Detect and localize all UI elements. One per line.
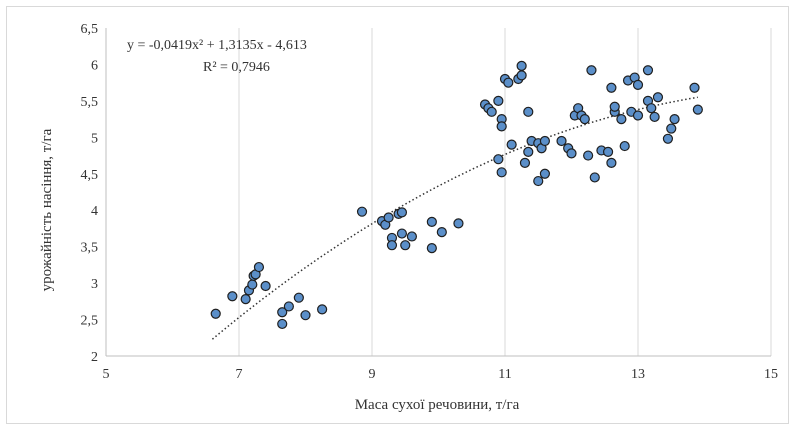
data-point xyxy=(503,77,514,88)
data-point xyxy=(227,291,238,302)
data-point xyxy=(356,206,368,217)
x-tick-label: 7 xyxy=(236,367,243,382)
data-point xyxy=(689,82,700,93)
data-point xyxy=(283,301,294,312)
data-point xyxy=(496,167,507,178)
x-tick-label: 9 xyxy=(369,367,376,382)
x-axis-label: Маса сухої речовини, т/га xyxy=(355,397,520,413)
data-point xyxy=(602,146,614,158)
data-point xyxy=(609,101,620,112)
y-tick-label: 3 xyxy=(91,277,98,292)
data-point xyxy=(293,292,304,303)
data-point xyxy=(586,65,597,76)
data-point xyxy=(277,318,288,330)
data-point xyxy=(516,60,527,72)
data-point xyxy=(539,135,551,147)
data-point xyxy=(493,154,504,165)
trendline-equation: y = -0,0419x² + 1,3135x - 4,613 xyxy=(127,38,307,53)
x-tick-label: 15 xyxy=(764,367,778,382)
y-tick-label: 5,5 xyxy=(81,95,99,110)
x-tick-label: 13 xyxy=(631,367,645,382)
data-point xyxy=(649,111,660,123)
data-point xyxy=(436,226,447,238)
data-point xyxy=(583,150,594,161)
data-point xyxy=(632,110,644,121)
tick-labels: 5 7 9 11 13 15 2 2,5 3 3,5 4 4,5 5 5,5 6 6,5 xyxy=(81,22,779,382)
data-point xyxy=(556,135,567,147)
y-tick-label: 2,5 xyxy=(81,314,99,329)
data-point xyxy=(426,243,437,254)
data-point xyxy=(539,168,551,179)
y-tick-label: 6 xyxy=(91,58,98,73)
data-point xyxy=(253,261,265,273)
axes xyxy=(105,28,771,357)
data-point xyxy=(400,240,411,251)
y-tick-label: 4,5 xyxy=(81,168,99,183)
data-point xyxy=(486,106,497,117)
data-point xyxy=(692,104,703,115)
data-point xyxy=(662,133,674,144)
data-points xyxy=(210,60,703,330)
data-point xyxy=(453,218,464,229)
data-point xyxy=(606,157,617,168)
data-point xyxy=(506,139,517,150)
data-point xyxy=(396,207,408,218)
scatter-chart: 5 7 9 11 13 15 2 2,5 3 3,5 4 4,5 5 5,5 6 6,5 y = -0,041… xyxy=(39,22,779,413)
data-point xyxy=(383,212,394,223)
data-point xyxy=(616,114,627,125)
data-point xyxy=(317,304,328,315)
data-point xyxy=(519,157,531,168)
data-point xyxy=(247,279,258,290)
y-axis-label: урожайність насіння, т/га xyxy=(39,128,55,291)
data-point xyxy=(406,231,417,242)
x-tick-label: 11 xyxy=(498,367,511,382)
data-point xyxy=(669,114,680,125)
data-point xyxy=(606,82,617,93)
data-point xyxy=(589,172,600,183)
data-point xyxy=(579,114,590,125)
data-point xyxy=(496,121,507,132)
data-point xyxy=(632,79,644,90)
data-point xyxy=(300,310,311,321)
data-point xyxy=(516,70,527,81)
data-point xyxy=(493,95,504,106)
data-point xyxy=(210,308,221,319)
data-point xyxy=(240,294,251,305)
data-point xyxy=(533,175,544,187)
trendline-r-squared: R² = 0,7946 xyxy=(203,60,270,75)
data-point xyxy=(642,65,654,76)
data-point xyxy=(277,307,288,318)
data-point xyxy=(652,92,664,103)
data-point xyxy=(523,146,534,158)
data-point xyxy=(666,123,677,134)
y-tick-label: 2 xyxy=(91,350,98,365)
data-point xyxy=(260,280,271,292)
data-point xyxy=(523,106,534,117)
y-tick-label: 6,5 xyxy=(81,22,99,37)
y-tick-label: 3,5 xyxy=(81,241,99,256)
data-point xyxy=(619,140,630,152)
y-tick-label: 5 xyxy=(91,131,98,146)
data-point xyxy=(396,228,408,239)
x-tick-label: 5 xyxy=(103,367,110,382)
data-point xyxy=(566,148,577,159)
data-point xyxy=(646,103,657,114)
data-point xyxy=(386,240,398,251)
y-tick-label: 4 xyxy=(91,204,98,219)
trendline xyxy=(211,96,698,340)
chart-frame: 5 7 9 11 13 15 2 2,5 3 3,5 4 4,5 5 5,5 6 6,5 y = -0,041… xyxy=(6,6,789,424)
data-point xyxy=(426,216,437,227)
